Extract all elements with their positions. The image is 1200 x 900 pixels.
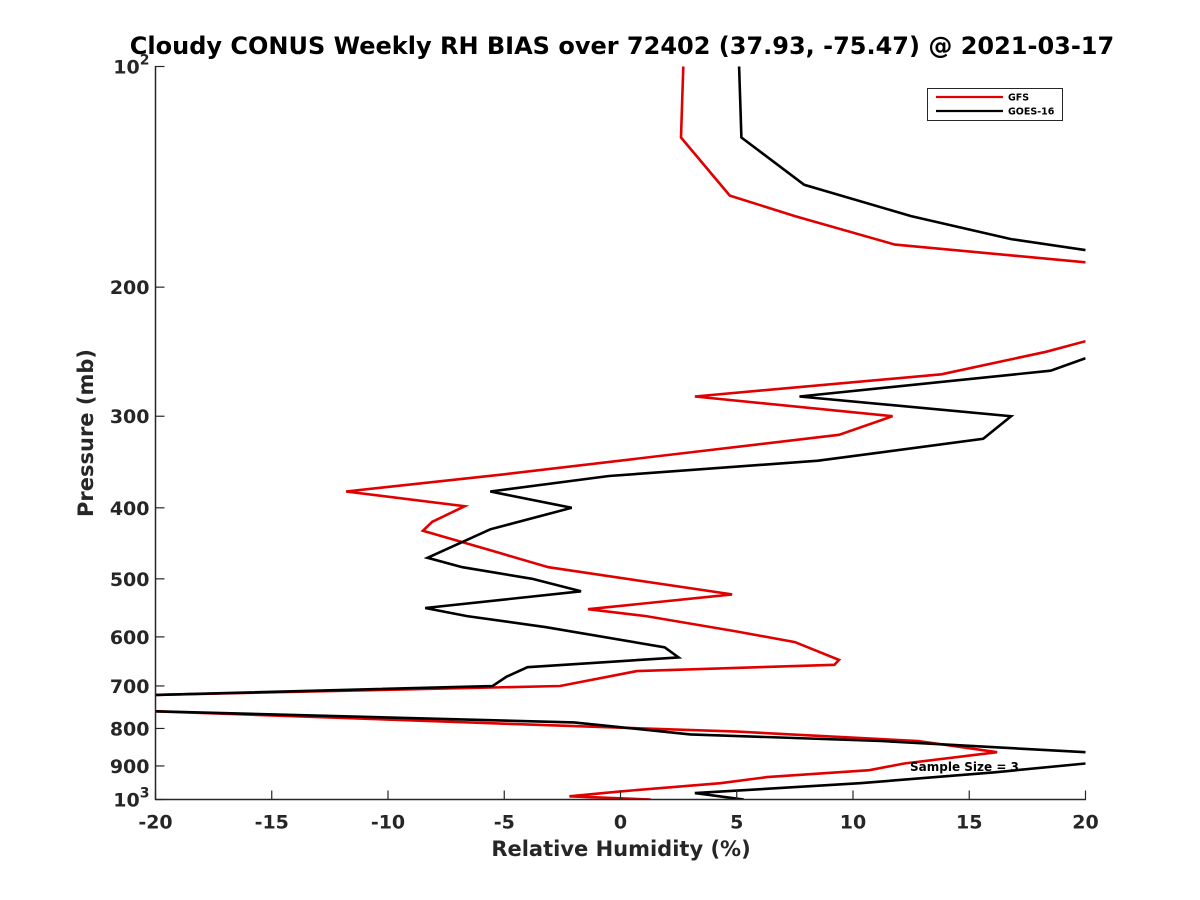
x-tick-label: 10 (840, 812, 866, 834)
series-layer (155, 66, 1086, 800)
y-tick-label: 900 (110, 756, 150, 778)
y-tick-label: 500 (110, 569, 150, 591)
x-tick-label: 20 (1072, 812, 1098, 834)
y-axis-label: Pressure (mb) (74, 349, 98, 517)
series-line-gfs-segment-3 (155, 710, 998, 800)
y-tick-label: 800 (110, 718, 150, 740)
x-tick-label: 0 (614, 812, 627, 834)
y-tick-label: 102 (113, 53, 149, 79)
series-line-goes16-segment-3 (155, 710, 1086, 754)
x-tick-label: -20 (138, 812, 172, 834)
y-tick-label: 103 (113, 786, 149, 812)
legend-box (927, 88, 1063, 121)
y-tick-label: 600 (110, 627, 150, 649)
y-tick-label: 300 (110, 406, 150, 428)
legend-label-goes16: GOES-16 (1008, 107, 1055, 118)
series-line-goes16-segment-2 (155, 356, 1086, 697)
y-axis-ticks: 102 200 300 400 500 600 700 800 900 103 (110, 53, 165, 812)
x-tick-label: -15 (255, 812, 289, 834)
series-line-gfs-segment-2 (155, 339, 1086, 697)
series-line-gfs-segment-1 (679, 66, 1086, 264)
series-line-goes16-segment-1 (737, 66, 1086, 252)
y-tick-label: 400 (110, 498, 150, 520)
x-axis-label: Relative Humidity (%) (491, 837, 750, 861)
series-line-goes16-segment-4 (694, 762, 1086, 800)
x-axis-ticks: -20 -15 -10 -5 0 5 10 15 20 (138, 790, 1099, 834)
y-tick-label: 700 (110, 676, 150, 698)
x-tick-label: 5 (730, 812, 743, 834)
legend: GFS GOES-16 (927, 88, 1063, 121)
x-tick-label: 15 (956, 812, 982, 834)
plot-area (155, 66, 1086, 800)
chart-title: Cloudy CONUS Weekly RH BIAS over 72402 (… (130, 32, 1114, 60)
legend-label-gfs: GFS (1008, 93, 1029, 104)
sample-size-annotation: Sample Size = 3 (910, 760, 1019, 774)
x-tick-label: -10 (371, 812, 405, 834)
y-tick-label: 200 (110, 277, 150, 299)
x-tick-label: -5 (494, 812, 515, 834)
